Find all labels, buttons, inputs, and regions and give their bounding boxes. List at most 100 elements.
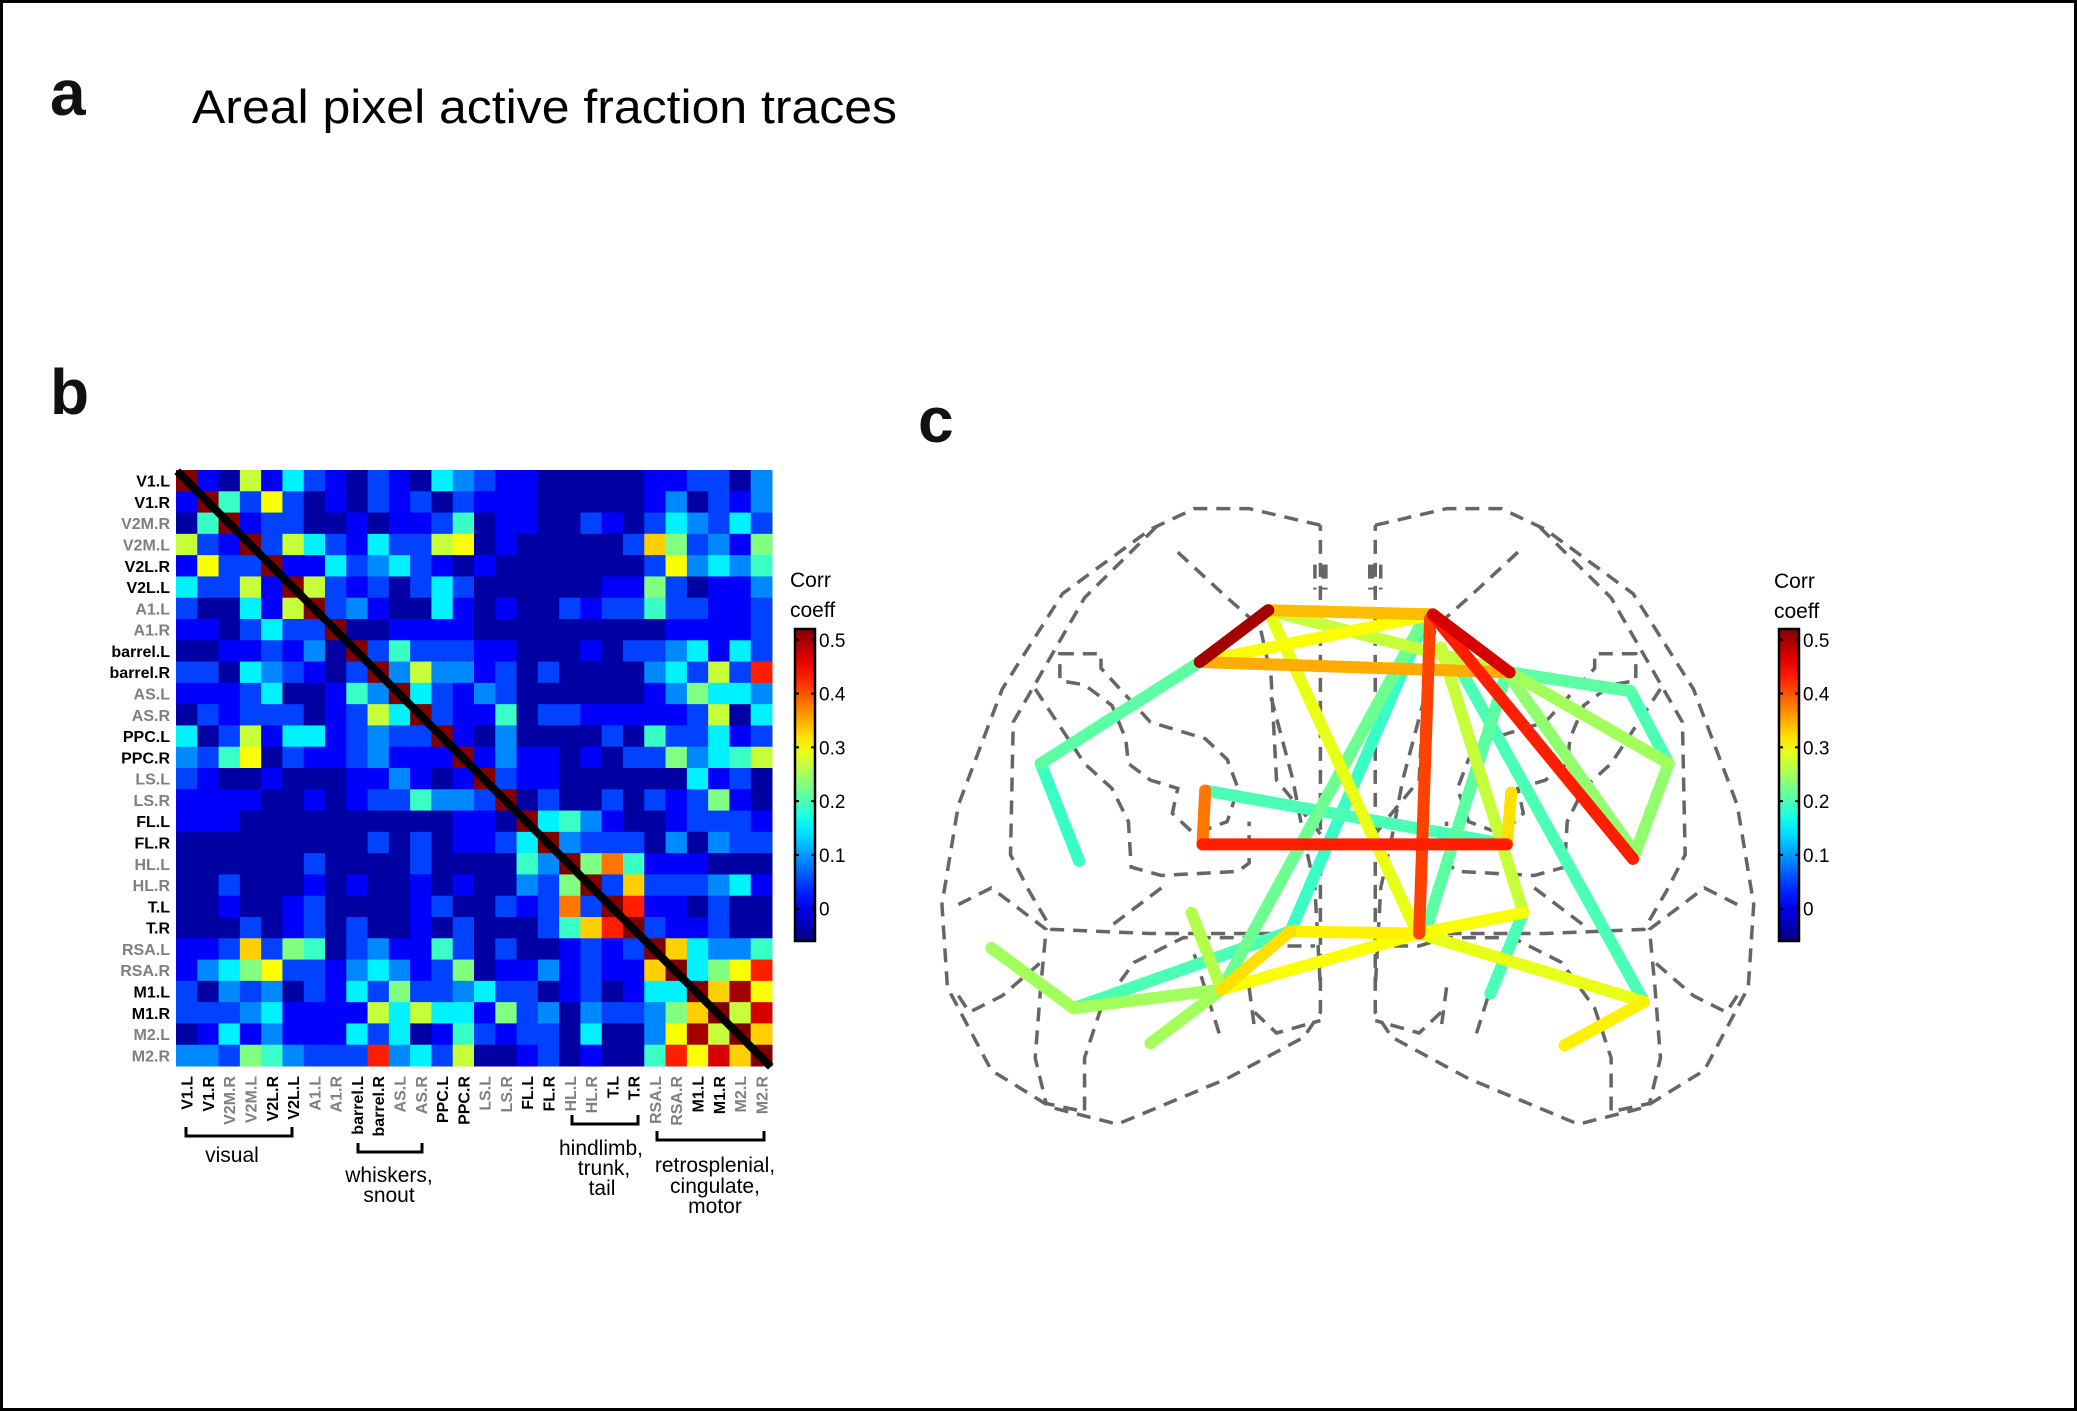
heatmap-cell	[218, 725, 241, 748]
network-edge	[1427, 681, 1504, 926]
heatmap-cell	[452, 576, 475, 599]
heatmap-cell	[580, 768, 603, 790]
heatmap-cell	[623, 1023, 645, 1046]
heatmap-cell	[537, 725, 560, 748]
heatmap-cell	[516, 980, 539, 1003]
heatmap-cell	[495, 768, 518, 790]
heatmap-cell	[261, 725, 283, 748]
heatmap-cell	[218, 895, 241, 918]
heatmap-cell	[750, 555, 773, 577]
heatmap-cell	[516, 576, 539, 599]
heatmap-cell	[474, 1002, 496, 1024]
heatmap-cell	[580, 725, 603, 748]
group-label: trunk,	[578, 1157, 631, 1180]
heatmap-cell	[516, 917, 539, 939]
network-edge	[1510, 677, 1633, 851]
heatmap-cell	[559, 959, 581, 982]
heatmap-cell	[431, 1023, 454, 1046]
network-edge	[1200, 662, 1510, 672]
heatmap-cell	[325, 980, 347, 1003]
heatmap-cell	[559, 555, 581, 577]
heatmap-cell	[367, 746, 390, 769]
row-label: LS.R	[134, 793, 171, 810]
heatmap-cell	[686, 533, 709, 556]
heatmap-cell	[176, 1002, 198, 1024]
row-label: LS.L	[135, 772, 170, 789]
colorbar-tick-label: 0.4	[1803, 685, 1830, 706]
heatmap-cell	[410, 555, 432, 577]
heatmap-cell	[729, 576, 752, 599]
heatmap-cell	[282, 1044, 305, 1067]
heatmap-cell	[346, 704, 369, 726]
heatmap-cell	[388, 917, 411, 939]
brain-network-map	[942, 507, 1755, 1126]
heatmap-cell	[367, 619, 390, 641]
heatmap-cell	[729, 491, 752, 514]
heatmap-cell	[410, 746, 432, 769]
heatmap-cell	[623, 682, 645, 705]
heatmap-cell	[623, 661, 645, 684]
heatmap-cell	[516, 874, 539, 897]
heatmap-cell	[346, 831, 369, 854]
heatmap-cell	[474, 682, 496, 705]
heatmap-cell	[431, 980, 454, 1003]
heatmap-cell	[303, 789, 326, 812]
heatmap-cell	[686, 938, 709, 961]
heatmap-cell	[197, 1044, 220, 1067]
heatmap-cell	[367, 938, 390, 961]
heatmap-cell	[282, 1023, 305, 1046]
heatmap-cell	[559, 746, 581, 769]
heatmap-cell	[197, 917, 220, 939]
heatmap-cell	[516, 853, 539, 875]
heatmap-cell	[325, 831, 347, 854]
heatmap-cell	[665, 704, 688, 726]
network-edge	[1419, 913, 1523, 934]
heatmap-cell	[176, 640, 198, 663]
column-label: V2M.L	[244, 1076, 261, 1123]
heatmap-cell	[239, 661, 262, 684]
column-label: T.R	[627, 1076, 644, 1100]
heatmap-cell	[282, 682, 305, 705]
heatmap-cell	[452, 470, 475, 492]
heatmap-cell	[516, 725, 539, 748]
heatmap-cell	[431, 661, 454, 684]
heatmap-cell	[750, 1023, 773, 1046]
heatmap-cell	[346, 959, 369, 982]
heatmap-cell	[559, 491, 581, 514]
heatmap-cell	[346, 512, 369, 535]
heatmap-cell	[303, 917, 326, 939]
column-label: M2.L	[733, 1076, 750, 1113]
network-edge	[1436, 618, 1633, 858]
heatmap-cell	[410, 874, 432, 897]
heatmap-cell	[729, 725, 752, 748]
heatmap-cell	[516, 1044, 539, 1067]
heatmap-cell	[176, 661, 198, 684]
heatmap-cell	[516, 938, 539, 961]
row-label: T.L	[148, 899, 170, 916]
heatmap-cell	[239, 725, 262, 748]
heatmap-cell	[537, 661, 560, 684]
network-edge	[1041, 662, 1200, 764]
heatmap-cell	[282, 1002, 305, 1024]
colorbar-tick-label: 0.2	[1803, 792, 1829, 813]
heatmap-cell	[708, 831, 730, 854]
heatmap-cell	[601, 576, 624, 599]
row-label: HL.R	[133, 878, 171, 895]
heatmap-cell	[729, 980, 752, 1003]
heatmap-cell	[325, 597, 347, 620]
heatmap-cell	[176, 938, 198, 961]
heatmap-cell	[495, 682, 518, 705]
heatmap-cell	[239, 1044, 262, 1067]
heatmap-cell	[537, 682, 560, 705]
heatmap-cell	[495, 1023, 518, 1046]
heatmap-cell	[367, 959, 390, 982]
colorbar-tick-label: 0.5	[1803, 631, 1829, 652]
heatmap-cell	[750, 1002, 773, 1024]
heatmap-cell	[644, 853, 667, 875]
heatmap-cell	[537, 1023, 560, 1046]
heatmap-cell	[282, 938, 305, 961]
heatmap-cell	[197, 576, 220, 599]
heatmap-cell	[218, 661, 241, 684]
heatmap-cell	[686, 640, 709, 663]
